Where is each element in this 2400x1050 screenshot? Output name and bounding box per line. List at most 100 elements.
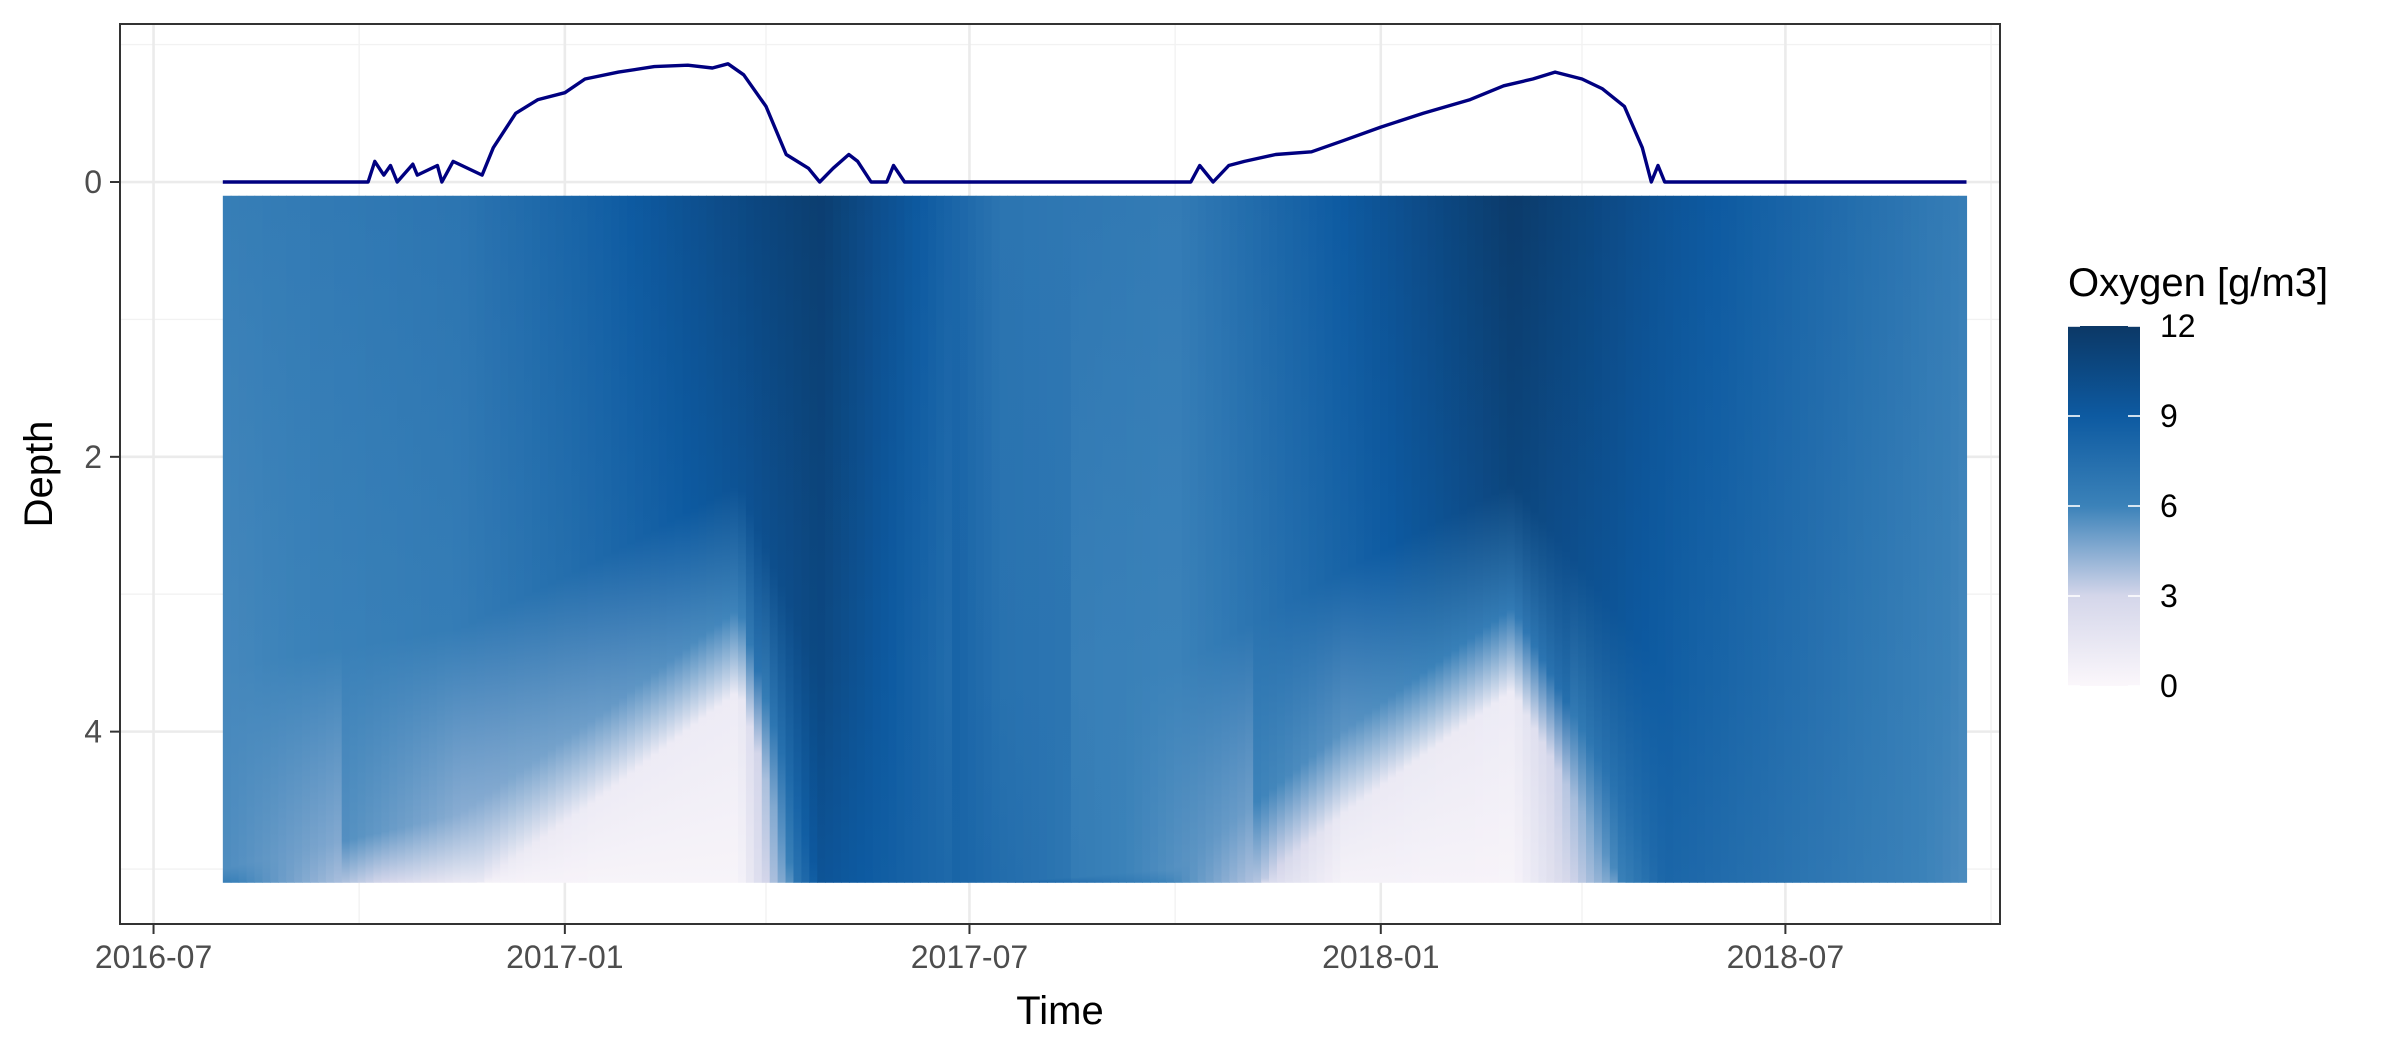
- heatmap-column: [1245, 195, 1254, 883]
- heatmap-column: [278, 195, 287, 883]
- heatmap-column: [1118, 195, 1127, 883]
- heatmap-column: [460, 195, 470, 883]
- heatmap-column: [1316, 195, 1326, 883]
- heatmap-column: [619, 195, 628, 883]
- heatmap-column: [1356, 195, 1365, 883]
- heatmap-column: [951, 195, 961, 883]
- heatmap-column: [476, 195, 485, 883]
- heatmap-column: [1609, 195, 1619, 883]
- legend-tick-label: 0: [2160, 668, 2178, 704]
- heatmap-column: [1261, 195, 1270, 883]
- heatmap-column: [365, 195, 375, 883]
- heatmap-column: [1649, 195, 1658, 883]
- series-line: [222, 62, 1967, 184]
- heatmap-column: [1284, 195, 1294, 883]
- heatmap-column: [1942, 195, 1952, 883]
- legend-tick-label: 6: [2160, 488, 2178, 524]
- heatmap-column: [1736, 195, 1746, 883]
- heatmap-column: [690, 195, 699, 883]
- heatmap-column: [524, 195, 533, 883]
- heatmap-column: [571, 195, 581, 883]
- heatmap-column: [975, 195, 985, 883]
- y-tick-label: 4: [84, 714, 102, 750]
- heatmap-column: [1078, 195, 1088, 883]
- heatmap-column: [373, 195, 382, 883]
- heatmap-column: [1910, 195, 1920, 883]
- heatmap-column: [1831, 195, 1841, 883]
- heatmap-column: [1372, 195, 1381, 883]
- heatmap-column: [1158, 195, 1167, 883]
- heatmap-column: [531, 195, 541, 883]
- heatmap-column: [468, 195, 478, 883]
- heatmap-column: [1221, 195, 1230, 883]
- heatmap-column: [1324, 195, 1334, 883]
- heatmap-column: [1570, 195, 1579, 883]
- heatmap-column: [714, 195, 723, 883]
- heatmap-column: [1546, 195, 1555, 883]
- heatmap-column: [310, 195, 319, 883]
- heatmap-column: [1839, 195, 1849, 883]
- heatmap-column: [1205, 195, 1215, 883]
- heatmap-column: [1047, 195, 1056, 883]
- heatmap-column: [864, 195, 874, 883]
- heatmap-column: [1269, 195, 1278, 883]
- heatmap-column: [888, 195, 898, 883]
- heatmap-column: [1102, 195, 1112, 883]
- heatmap-column: [1578, 195, 1587, 883]
- heatmap-column: [381, 195, 390, 883]
- heatmap-column: [1213, 195, 1223, 883]
- heatmap-column: [1031, 195, 1040, 883]
- heatmap-column: [539, 195, 549, 883]
- heatmap-column: [1197, 195, 1207, 883]
- heatmap-column: [547, 195, 557, 883]
- y-tick-label: 0: [84, 164, 102, 200]
- heatmap-column: [603, 195, 612, 883]
- heatmap-column: [920, 195, 929, 883]
- x-tick-label: 2017-01: [506, 939, 623, 975]
- heatmap-column: [1506, 195, 1516, 883]
- heatmap-column: [1617, 195, 1627, 883]
- heatmap-column: [1498, 195, 1508, 883]
- heatmap-column: [1934, 195, 1944, 883]
- heatmap-column: [317, 195, 327, 883]
- heatmap-column: [928, 195, 937, 883]
- heatmap-column: [1094, 195, 1104, 883]
- heatmap-column: [579, 195, 589, 883]
- x-tick-label: 2016-07: [95, 939, 212, 975]
- heatmap-column: [1007, 195, 1016, 883]
- heatmap-column: [1847, 195, 1857, 883]
- heatmap-column: [1760, 195, 1769, 883]
- heatmap-column: [1633, 195, 1643, 883]
- heatmap-column: [270, 195, 279, 883]
- heatmap-column: [1879, 195, 1888, 883]
- heatmap-column: [246, 195, 256, 883]
- heatmap-column: [761, 195, 771, 883]
- heatmap-column: [1387, 195, 1397, 883]
- heatmap-column: [1514, 195, 1524, 883]
- heatmap-column: [1292, 195, 1302, 883]
- heatmap-column: [991, 195, 1001, 883]
- heatmap-column: [642, 195, 652, 883]
- heatmap-column: [1189, 195, 1199, 883]
- heatmap-column: [1744, 195, 1754, 883]
- heatmap-column: [1181, 195, 1191, 883]
- heatmap-column: [666, 195, 676, 883]
- heatmap-column: [1784, 195, 1793, 883]
- heatmap-column: [1134, 195, 1143, 883]
- heatmap-column: [841, 195, 850, 883]
- heatmap-column: [1926, 195, 1936, 883]
- heatmap-column: [1459, 195, 1468, 883]
- heatmap-column: [1601, 195, 1611, 883]
- heatmap-column: [516, 195, 525, 883]
- heatmap-column: [817, 195, 826, 883]
- heatmap-column: [1467, 195, 1476, 883]
- heatmap-column: [555, 195, 565, 883]
- heatmap-column: [1165, 195, 1175, 883]
- heatmap-column: [1483, 195, 1492, 883]
- heatmap-column: [492, 195, 501, 883]
- heatmap-column: [262, 195, 271, 883]
- heatmap-column: [936, 195, 945, 883]
- heatmap-column: [674, 195, 684, 883]
- heatmap-column: [1015, 195, 1024, 883]
- heatmap-column: [753, 195, 763, 883]
